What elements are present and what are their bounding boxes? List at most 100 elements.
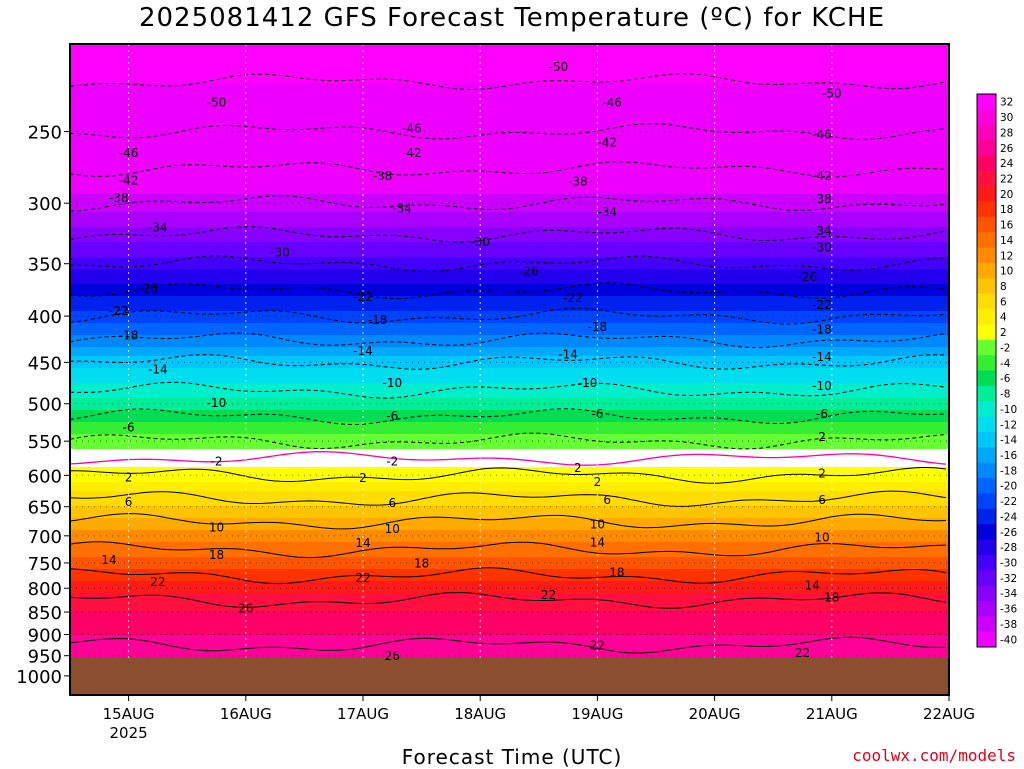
contour-label: -34 — [597, 205, 617, 219]
x-tick-label: 22AUG — [923, 705, 975, 723]
contour-label: -22 — [109, 304, 129, 318]
isotherm-contours — [70, 73, 947, 654]
x-axis: 15AUG 16AUG 17AUG 18AUG 19AUG 20AUG 21AUG 22AUG… — [103, 695, 975, 742]
y-axis: 2503003504004505005506006507007508008509… — [16, 123, 70, 688]
contour-label: 18 — [414, 556, 429, 570]
isotherm-line — [70, 467, 947, 484]
contour-label: -38 — [109, 191, 129, 205]
colorbar-tick-label: -12 — [1000, 419, 1017, 431]
contour-label: 18 — [609, 566, 624, 580]
contour-label: -6 — [816, 407, 828, 421]
colorbar-tick-label: -2 — [1000, 342, 1010, 354]
colorbar-swatch — [977, 585, 996, 602]
contour-label: 14 — [101, 553, 116, 567]
colorbar-tick-label: 16 — [1000, 220, 1014, 232]
x-tick-label: 17AUG — [337, 705, 389, 723]
colorbar-swatch — [977, 262, 996, 279]
contour-label: -42 — [597, 135, 617, 149]
colorbar-tick-label: -28 — [1000, 542, 1017, 554]
colorbar-swatch — [977, 293, 996, 310]
colorbar-tick-label: 6 — [1000, 296, 1007, 308]
contour-label: 2 — [125, 470, 133, 484]
colorbar-tick-label: 18 — [1000, 204, 1013, 216]
contour-label: -50 — [549, 60, 569, 74]
isotherm-line — [70, 567, 947, 585]
colorbar-swatch — [977, 339, 996, 356]
colorbar-tick-label: -4 — [1000, 358, 1011, 370]
contour-label: -38 — [812, 192, 832, 206]
contour-label: 10 — [385, 522, 400, 536]
y-tick-label: 900 — [28, 625, 62, 646]
contour-label: 18 — [824, 590, 839, 604]
contour-label: 14 — [355, 536, 370, 550]
contour-label: 14 — [590, 535, 605, 549]
contour-label: -38 — [373, 169, 393, 183]
colorbar-tick-label: 26 — [1000, 143, 1014, 155]
contour-label: -50 — [822, 87, 842, 101]
contour-label: 6 — [388, 496, 396, 510]
contour-label: -10 — [207, 396, 227, 410]
isotherm-line — [70, 307, 947, 325]
site-credit: coolwx.com/models — [852, 746, 1016, 765]
colorbar-swatch — [977, 616, 996, 633]
contour-label: -26 — [138, 282, 158, 296]
contour-label: -18 — [588, 320, 608, 334]
colorbar-swatch — [977, 570, 996, 587]
colorbar-tick-label: -6 — [1000, 373, 1011, 385]
y-tick-label: 550 — [28, 432, 62, 453]
contour-label: -34 — [812, 224, 832, 238]
colorbar-swatch — [977, 186, 996, 203]
contour-label: -10 — [382, 376, 402, 390]
y-tick-label: 300 — [28, 194, 62, 215]
x-tick-label: 20AUG — [689, 705, 741, 723]
contour-label: 2 — [818, 430, 826, 444]
contour-label: -14 — [558, 347, 578, 361]
colorbar-swatch — [977, 631, 996, 648]
colorbar-swatch — [977, 478, 996, 494]
contour-label: -6 — [123, 420, 135, 434]
contour-label: -46 — [402, 121, 422, 135]
x-tick-label: 16AUG — [220, 705, 272, 723]
contour-label: 26 — [385, 649, 400, 663]
contour-label: -30 — [812, 241, 832, 255]
contour-label: -22 — [812, 298, 832, 312]
contour-label: -2 — [386, 454, 398, 468]
colorbar-tick-label: -8 — [1000, 389, 1010, 401]
contour-label: 22 — [150, 575, 165, 589]
contour-label: -34 — [392, 201, 412, 215]
colorbar-frame — [976, 93, 997, 648]
y-tick-label: 350 — [28, 255, 62, 276]
colorbar-swatch — [977, 201, 996, 218]
colorbar-tick-label: 8 — [1000, 281, 1007, 293]
isotherm-line — [70, 161, 947, 178]
contour-label: -26 — [519, 264, 539, 278]
colorbar-tick-label: -20 — [1000, 481, 1017, 493]
colorbar-tick-label: -24 — [1000, 511, 1017, 523]
colorbar-swatch — [977, 600, 996, 617]
contour-label: -10 — [812, 379, 832, 393]
colorbar-tick-label: 20 — [1000, 189, 1013, 201]
contour-label: -34 — [148, 220, 168, 234]
y-tick-label: 700 — [28, 527, 62, 548]
colorbar-tick-label: 32 — [1000, 97, 1013, 109]
contour-label: 10 — [209, 520, 224, 534]
colorbar-swatch — [977, 447, 996, 464]
colorbar-swatch — [977, 278, 996, 295]
plot-frame — [69, 43, 950, 696]
colorbar-swatch — [977, 385, 996, 402]
contour-label: -18 — [119, 328, 139, 342]
colorbar-tick-label: 28 — [1000, 127, 1013, 139]
contour-label: -14 — [353, 344, 373, 358]
colorbar-swatch — [977, 155, 996, 172]
contour-label: 22 — [590, 639, 605, 653]
contour-label: 26 — [238, 601, 253, 615]
contour-label: 14 — [805, 578, 820, 592]
x-tick-label: 15AUG — [103, 705, 155, 723]
isotherm-line — [70, 123, 947, 141]
colorbar-tick-label: 30 — [1000, 112, 1013, 124]
x-axis-label: Forecast Time (UTC) — [401, 745, 623, 769]
contour-label: -38 — [568, 175, 588, 189]
colorbar-tick-label: -26 — [1000, 527, 1017, 539]
colorbar-tick-label: -34 — [1000, 588, 1017, 600]
y-tick-label: 950 — [28, 647, 62, 668]
